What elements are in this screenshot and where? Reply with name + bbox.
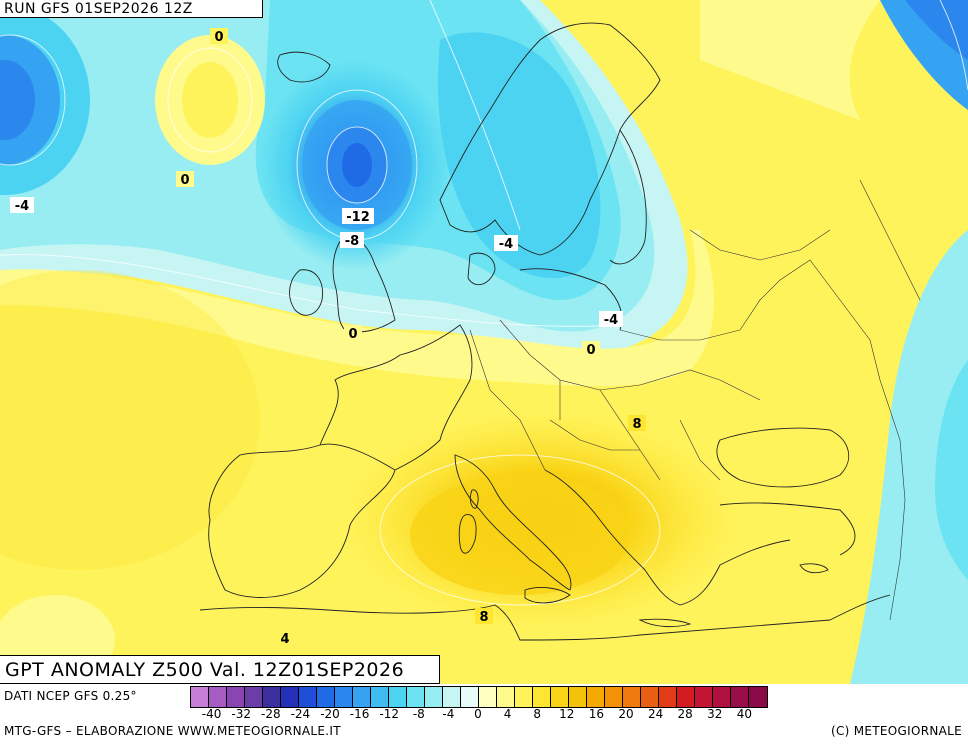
color-swatch <box>659 687 677 707</box>
coast-italy <box>454 454 572 591</box>
contour-label: 0 <box>586 343 595 358</box>
color-scale-tick: -32 <box>231 707 251 721</box>
color-scale-tick: 28 <box>677 707 693 721</box>
color-swatch <box>515 687 533 707</box>
color-scale-tick: 4 <box>503 707 512 721</box>
color-scale-tick: -24 <box>290 707 311 721</box>
color-swatch <box>263 687 281 707</box>
color-scale-tick: -16 <box>349 707 370 721</box>
color-scale-tick: -8 <box>412 707 425 721</box>
color-swatch <box>641 687 659 707</box>
color-scale-tick: -12 <box>379 707 399 721</box>
contour-label: 8 <box>632 417 641 432</box>
anomaly-zone-cyan-east <box>850 230 968 684</box>
color-scale <box>190 686 768 708</box>
coast-iceland <box>277 51 331 83</box>
contour-label: -4 <box>499 237 513 252</box>
color-scale-tick: -28 <box>260 707 281 721</box>
contour-label: 0 <box>348 327 357 342</box>
color-scale-tick: 0 <box>474 707 482 721</box>
color-swatch <box>425 687 443 707</box>
contour-label: 0 <box>214 30 223 45</box>
contour-label: -4 <box>15 199 29 214</box>
color-swatch <box>605 687 623 707</box>
coast-scandinavia <box>439 22 661 256</box>
color-scale-tick: 24 <box>647 707 664 721</box>
color-scale-tick: -4 <box>442 707 455 721</box>
contour-label: -12 <box>346 210 370 225</box>
color-swatch <box>191 687 209 707</box>
coast-france <box>319 324 473 471</box>
color-swatch <box>245 687 263 707</box>
color-scale-tick: 12 <box>559 707 575 721</box>
data-source: DATI NCEP GFS 0.25° <box>4 689 137 703</box>
color-scale-tick: 16 <box>588 707 605 721</box>
color-swatch <box>209 687 227 707</box>
map-title: GPT ANOMALY Z500 Val. 12Z01SEP2026 <box>0 655 440 684</box>
color-swatch <box>533 687 551 707</box>
color-swatch <box>479 687 497 707</box>
color-swatch <box>587 687 605 707</box>
color-swatch <box>443 687 461 707</box>
color-swatch <box>227 687 245 707</box>
color-swatch <box>389 687 407 707</box>
anomaly-zone-cyan-scand <box>438 32 601 279</box>
coast-africa <box>199 594 891 641</box>
color-swatch <box>407 687 425 707</box>
contour-label: -8 <box>345 234 359 249</box>
color-swatch <box>317 687 335 707</box>
footer: DATI NCEP GFS 0.25° -40 -32 -28 -24 -20 -16 -1… <box>0 684 968 745</box>
color-swatch <box>695 687 713 707</box>
contour-label: 8 <box>479 610 488 625</box>
color-swatch <box>371 687 389 707</box>
color-swatch <box>569 687 587 707</box>
color-swatch <box>677 687 695 707</box>
borders <box>469 179 921 621</box>
color-scale-tick: 32 <box>707 707 723 721</box>
contour-lines <box>0 0 968 606</box>
contour-label: 0 <box>180 173 189 188</box>
color-scale-tick: -40 <box>201 707 222 721</box>
color-swatch <box>353 687 371 707</box>
color-scale-tick: 8 <box>533 707 542 721</box>
anomaly-map: 0 0 -4 -12 -8 -4 0 -4 0 8 8 4 <box>0 0 968 684</box>
color-swatch <box>731 687 749 707</box>
anomaly-zone-pale-belt <box>0 230 714 387</box>
color-swatch <box>299 687 317 707</box>
contour-label: 4 <box>280 632 289 647</box>
color-swatch <box>713 687 731 707</box>
coast-black-sea <box>716 427 850 488</box>
color-swatch <box>749 687 767 707</box>
coast-balkans <box>544 469 791 606</box>
color-scale-tick: -20 <box>320 707 340 721</box>
contour-label: -4 <box>604 313 618 328</box>
color-swatch <box>623 687 641 707</box>
color-scale-tick: 20 <box>618 707 634 721</box>
coast-iberia <box>208 443 396 598</box>
color-swatch <box>281 687 299 707</box>
contour-labels: 0 0 -4 -12 -8 -4 0 -4 0 8 8 4 <box>10 28 646 647</box>
color-scale-tick: 40 <box>736 707 753 721</box>
coast-britain <box>332 234 396 333</box>
credit-right: (C) METEOGIORNALE <box>830 724 962 738</box>
run-label: RUN GFS 01SEP2026 12Z <box>0 0 263 18</box>
color-swatch <box>497 687 515 707</box>
color-swatch <box>551 687 569 707</box>
coastlines <box>199 22 891 641</box>
color-swatch <box>335 687 353 707</box>
color-swatch <box>461 687 479 707</box>
credit-left: MTG-GFS – ELABORAZIONE WWW.METEOGIORNALE… <box>4 724 341 738</box>
coast-ireland <box>289 269 323 316</box>
